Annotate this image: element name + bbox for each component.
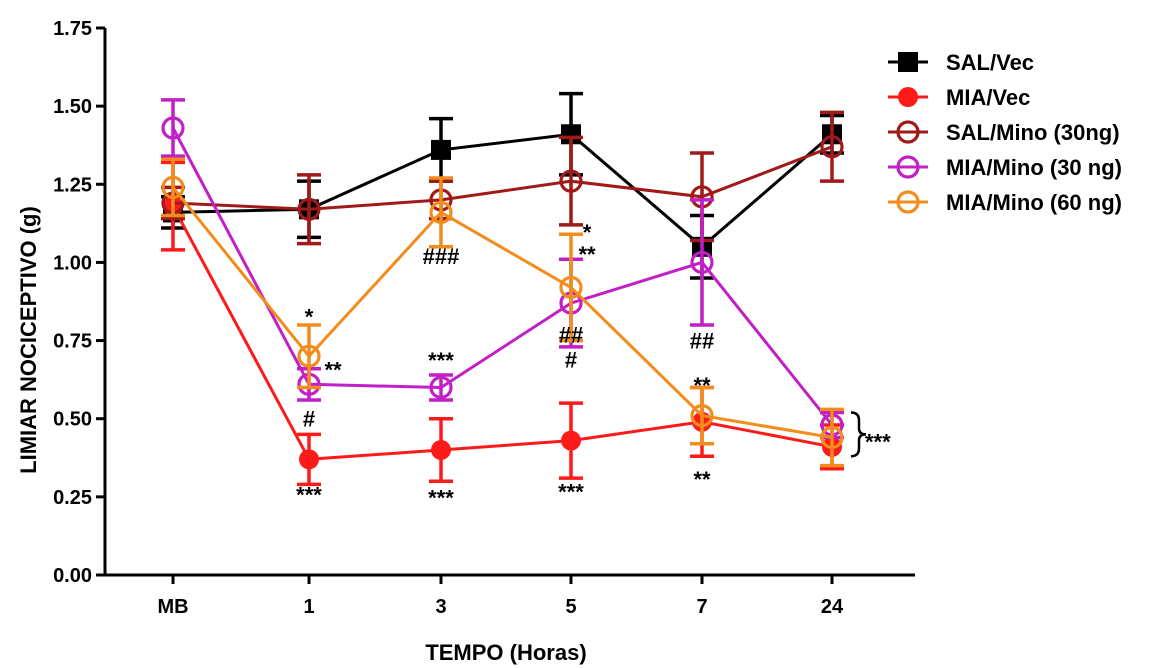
data-point (161, 116, 185, 140)
data-point (690, 250, 714, 275)
data-point (429, 375, 453, 400)
legend-label: MIA/Mino (30 ng) (946, 155, 1122, 180)
y-tick-label: 0.75 (53, 331, 92, 353)
series-line (171, 127, 834, 426)
series-layer (161, 91, 844, 487)
annotation: ** (693, 373, 711, 398)
legend-marker (896, 120, 920, 144)
data-point (431, 139, 451, 160)
x-tick-label: MB (157, 596, 188, 618)
annotations-layer: ***#*********###***###*******##*** (296, 220, 891, 511)
data-point (559, 169, 583, 193)
data-point (161, 175, 185, 200)
x-tick-label: 24 (821, 596, 844, 618)
y-tick-label: 1.00 (53, 252, 92, 274)
data-point (559, 275, 583, 300)
annotation: *** (428, 348, 454, 373)
x-tick-label: 3 (435, 596, 446, 618)
y-tick-label: 1.25 (53, 174, 92, 196)
legend-entry: MIA/Mino (30 ng) (888, 155, 1122, 180)
legend-entry: SAL/Mino (30ng) (888, 120, 1120, 145)
y-tick-label: 1.50 (53, 96, 92, 118)
x-axis-label: TEMPO (Horas) (425, 640, 586, 665)
series-line (171, 186, 833, 439)
annotation: *** (428, 486, 454, 511)
annotation: ### (423, 244, 460, 269)
legend-entry: SAL/Vec (888, 50, 1034, 75)
y-tick-label: 0.50 (53, 409, 92, 431)
annotation: # (303, 407, 315, 432)
legend-marker (896, 190, 920, 214)
x-tick-label: 7 (696, 596, 707, 618)
data-point (431, 439, 451, 460)
series-4 (161, 98, 844, 440)
annotation: * (305, 304, 314, 329)
annotation: ** (693, 467, 711, 492)
data-point (820, 425, 844, 450)
significance-brace (850, 411, 867, 458)
annotation: *** (296, 483, 322, 508)
annotation: *** (865, 429, 891, 454)
annotation: ## (559, 322, 583, 347)
legend-marker (896, 155, 920, 179)
data-point (297, 197, 321, 221)
data-point (690, 403, 714, 428)
data-point (297, 344, 321, 368)
series-3 (161, 110, 844, 246)
annotation: * (583, 220, 592, 245)
series-line (171, 205, 833, 461)
x-tick-label: 1 (303, 596, 314, 618)
annotation: *** (558, 479, 584, 504)
annotation: ** (578, 242, 596, 267)
data-point (299, 449, 319, 470)
data-point (820, 135, 844, 159)
y-tick-label: 1.75 (53, 18, 92, 40)
legend-marker (898, 87, 918, 107)
data-point (429, 200, 453, 225)
legend-marker (898, 52, 918, 72)
data-point (561, 430, 581, 451)
series-1 (161, 91, 844, 280)
y-axis-label: LIMIAR NOCICEPTIVO (g) (16, 206, 41, 474)
legend-label: MIA/Vec (946, 85, 1030, 110)
annotation: ** (324, 358, 342, 383)
x-tick-label: 5 (565, 596, 576, 618)
y-tick-label: 0.00 (53, 565, 92, 587)
series-5 (161, 157, 844, 468)
y-tick-label: 0.25 (53, 487, 92, 509)
legend-label: SAL/Mino (30ng) (946, 120, 1120, 145)
axes: 0.00 0.25 0.50 0.75 1.00 1.25 1.50 1.75 MB 1 3 5 7 24 (53, 18, 915, 618)
annotation: # (565, 347, 577, 372)
series-line (172, 145, 833, 211)
series-line (172, 132, 833, 249)
legend-label: MIA/Mino (60 ng) (946, 190, 1122, 215)
legend-entry: MIA/Mino (60 ng) (888, 190, 1122, 215)
legend-label: SAL/Vec (946, 50, 1034, 75)
legend: SAL/Vec MIA/Vec SAL/Mino (30ng) MIA/Mino (3… (888, 50, 1122, 215)
legend-entry: MIA/Vec (888, 85, 1030, 110)
annotation: ## (690, 329, 714, 354)
data-point (561, 124, 581, 145)
